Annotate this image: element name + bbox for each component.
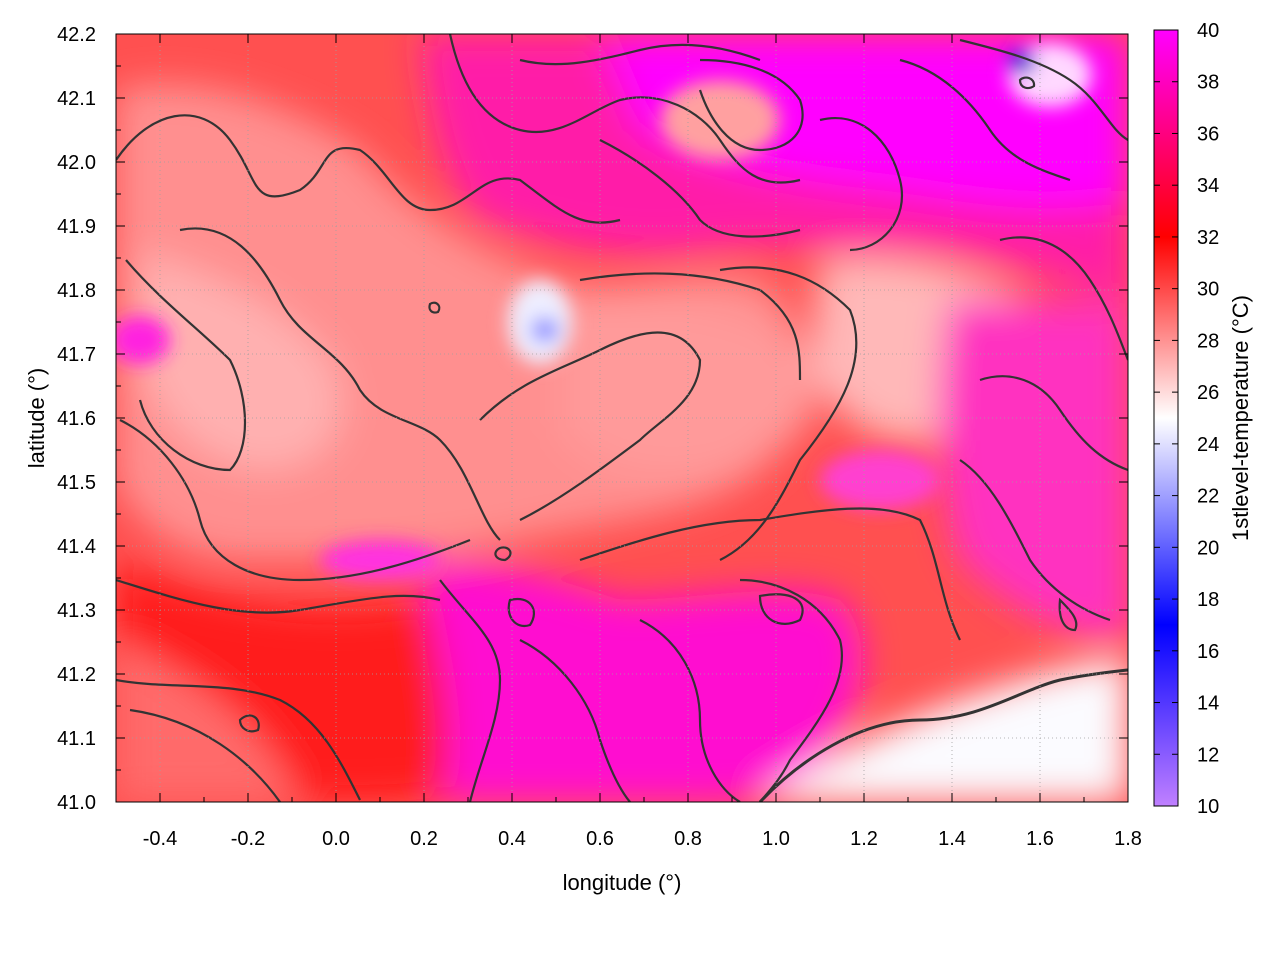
contour-line — [519, 43, 761, 66]
y-tick-label: 41.8 — [57, 280, 96, 302]
colorbar-tick-label: 34 — [1197, 175, 1219, 197]
temperature-spots — [116, 43, 1092, 580]
colorbar-tick-label: 24 — [1197, 434, 1219, 456]
field-north-magenta-core — [600, 34, 1128, 209]
contour-line — [739, 578, 843, 802]
colorbar-tick-label: 36 — [1197, 123, 1219, 145]
hot-spot-west — [116, 316, 170, 364]
colorbar-tick-label: 16 — [1197, 641, 1219, 663]
hot-spot-south-mid — [320, 540, 440, 580]
contour-line — [819, 117, 903, 252]
temperature-field — [116, 34, 1128, 802]
contour-line — [599, 139, 801, 238]
x-tick-label: 0.6 — [586, 828, 614, 850]
colorbar-tick-label: 28 — [1197, 330, 1219, 352]
contour-line — [758, 593, 804, 625]
contour-line — [119, 419, 471, 582]
contour-line — [494, 546, 512, 562]
field-center-light — [560, 296, 820, 477]
colorbar-tick-label: 30 — [1197, 279, 1219, 301]
cold-spot-central-core — [531, 318, 559, 342]
colorbar-tick-label: 32 — [1197, 227, 1219, 249]
contour-line — [899, 58, 1071, 182]
contour-line — [129, 708, 281, 802]
contour-line — [698, 58, 804, 152]
colorbar-tick-label: 18 — [1197, 589, 1219, 611]
y-tick-label: 42.1 — [57, 88, 96, 110]
colorbar-tick-label: 38 — [1197, 72, 1219, 94]
colorbar: 10 12 14 16 18 20 22 24 26 28 30 32 34 36 38 40 1stleve… — [1153, 20, 1253, 818]
colorbar-scale — [1153, 29, 1179, 807]
contour-coastline — [758, 668, 1128, 802]
colorbar-tick-label: 26 — [1197, 382, 1219, 404]
contour-line — [999, 236, 1128, 361]
colorbar-title: 1stlevel-temperature (°C) — [1228, 295, 1253, 541]
field-west-light — [140, 250, 342, 470]
y-tick-label: 41.1 — [57, 728, 96, 750]
colorbar-tick-label: 12 — [1197, 744, 1219, 766]
contour-line — [116, 678, 361, 801]
contour-line — [1018, 76, 1036, 90]
x-tick-label: 0.8 — [674, 828, 702, 850]
x-tick-label: 1.4 — [938, 828, 966, 850]
colorbar-tick-label: 10 — [1197, 796, 1219, 818]
x-tick-label: 1.6 — [1026, 828, 1054, 850]
x-tick-label: 1.8 — [1114, 828, 1142, 850]
x-tick-label: 1.0 — [762, 828, 790, 850]
contour-line — [719, 266, 858, 561]
y-tick-label: 41.6 — [57, 408, 96, 430]
contour-line — [116, 114, 621, 224]
contour-line — [579, 272, 802, 381]
contour-line — [479, 331, 702, 521]
contour-line — [179, 227, 501, 541]
y-tick-label: 42.0 — [57, 152, 96, 174]
colorbar-ticks: 10 12 14 16 18 20 22 24 26 28 30 32 34 36 38 40 — [1154, 20, 1219, 818]
field-south-magenta — [420, 560, 862, 802]
x-axis-title: longitude (°) — [563, 870, 682, 895]
x-tick-label: -0.4 — [143, 828, 177, 850]
colorbar-tick-label: 40 — [1197, 20, 1219, 42]
y-tick-label: 41.5 — [57, 472, 96, 494]
contour-line — [519, 639, 631, 802]
y-tick-label: 41.0 — [57, 792, 96, 814]
contour-line — [979, 375, 1128, 472]
colorbar-tick-label: 22 — [1197, 486, 1219, 508]
x-tick-label: 0.2 — [410, 828, 438, 850]
contour-line — [639, 619, 741, 802]
warm-patch-north — [660, 80, 780, 160]
contour-line — [116, 578, 441, 614]
y-tick-label: 41.2 — [57, 664, 96, 686]
hot-spot-east-mid — [820, 450, 940, 510]
contour-line — [959, 459, 1111, 622]
y-tick-label: 41.3 — [57, 600, 96, 622]
contour-line — [959, 38, 1128, 141]
colorbar-tick-label: 14 — [1197, 693, 1219, 715]
contour-line — [125, 259, 247, 472]
contour-line — [428, 301, 441, 314]
y-tick-label: 42.2 — [57, 24, 96, 46]
y-tick-label: 41.4 — [57, 536, 96, 558]
field-sea — [760, 660, 1128, 802]
field-east-magenta — [939, 300, 1128, 640]
x-tick-label: 0.4 — [498, 828, 526, 850]
field-southwest-light — [116, 640, 300, 802]
y-axis: 41.0 41.1 41.2 41.3 41.4 41.5 41.6 41.7 41.8 41.9… — [57, 24, 1128, 814]
contour-line — [439, 579, 502, 802]
plot-area — [116, 34, 1128, 802]
y-tick-label: 41.9 — [57, 216, 96, 238]
colorbar-tick-label: 20 — [1197, 537, 1219, 559]
x-tick-label: -0.2 — [231, 828, 265, 850]
y-axis-title: latitude (°) — [24, 368, 49, 469]
x-axis: -0.4 -0.2 0.0 0.2 0.4 0.6 0.8 1.0 1.2 1.4 1.6 1.8 — [115, 34, 1142, 850]
contour-line — [238, 714, 260, 733]
y-tick-label: 41.7 — [57, 344, 96, 366]
contour-line — [579, 507, 961, 641]
x-tick-label: 0.0 — [322, 828, 350, 850]
contour-line — [1058, 597, 1078, 632]
contour-lines — [116, 34, 1128, 802]
contour-line — [507, 597, 535, 628]
x-tick-label: 1.2 — [850, 828, 878, 850]
